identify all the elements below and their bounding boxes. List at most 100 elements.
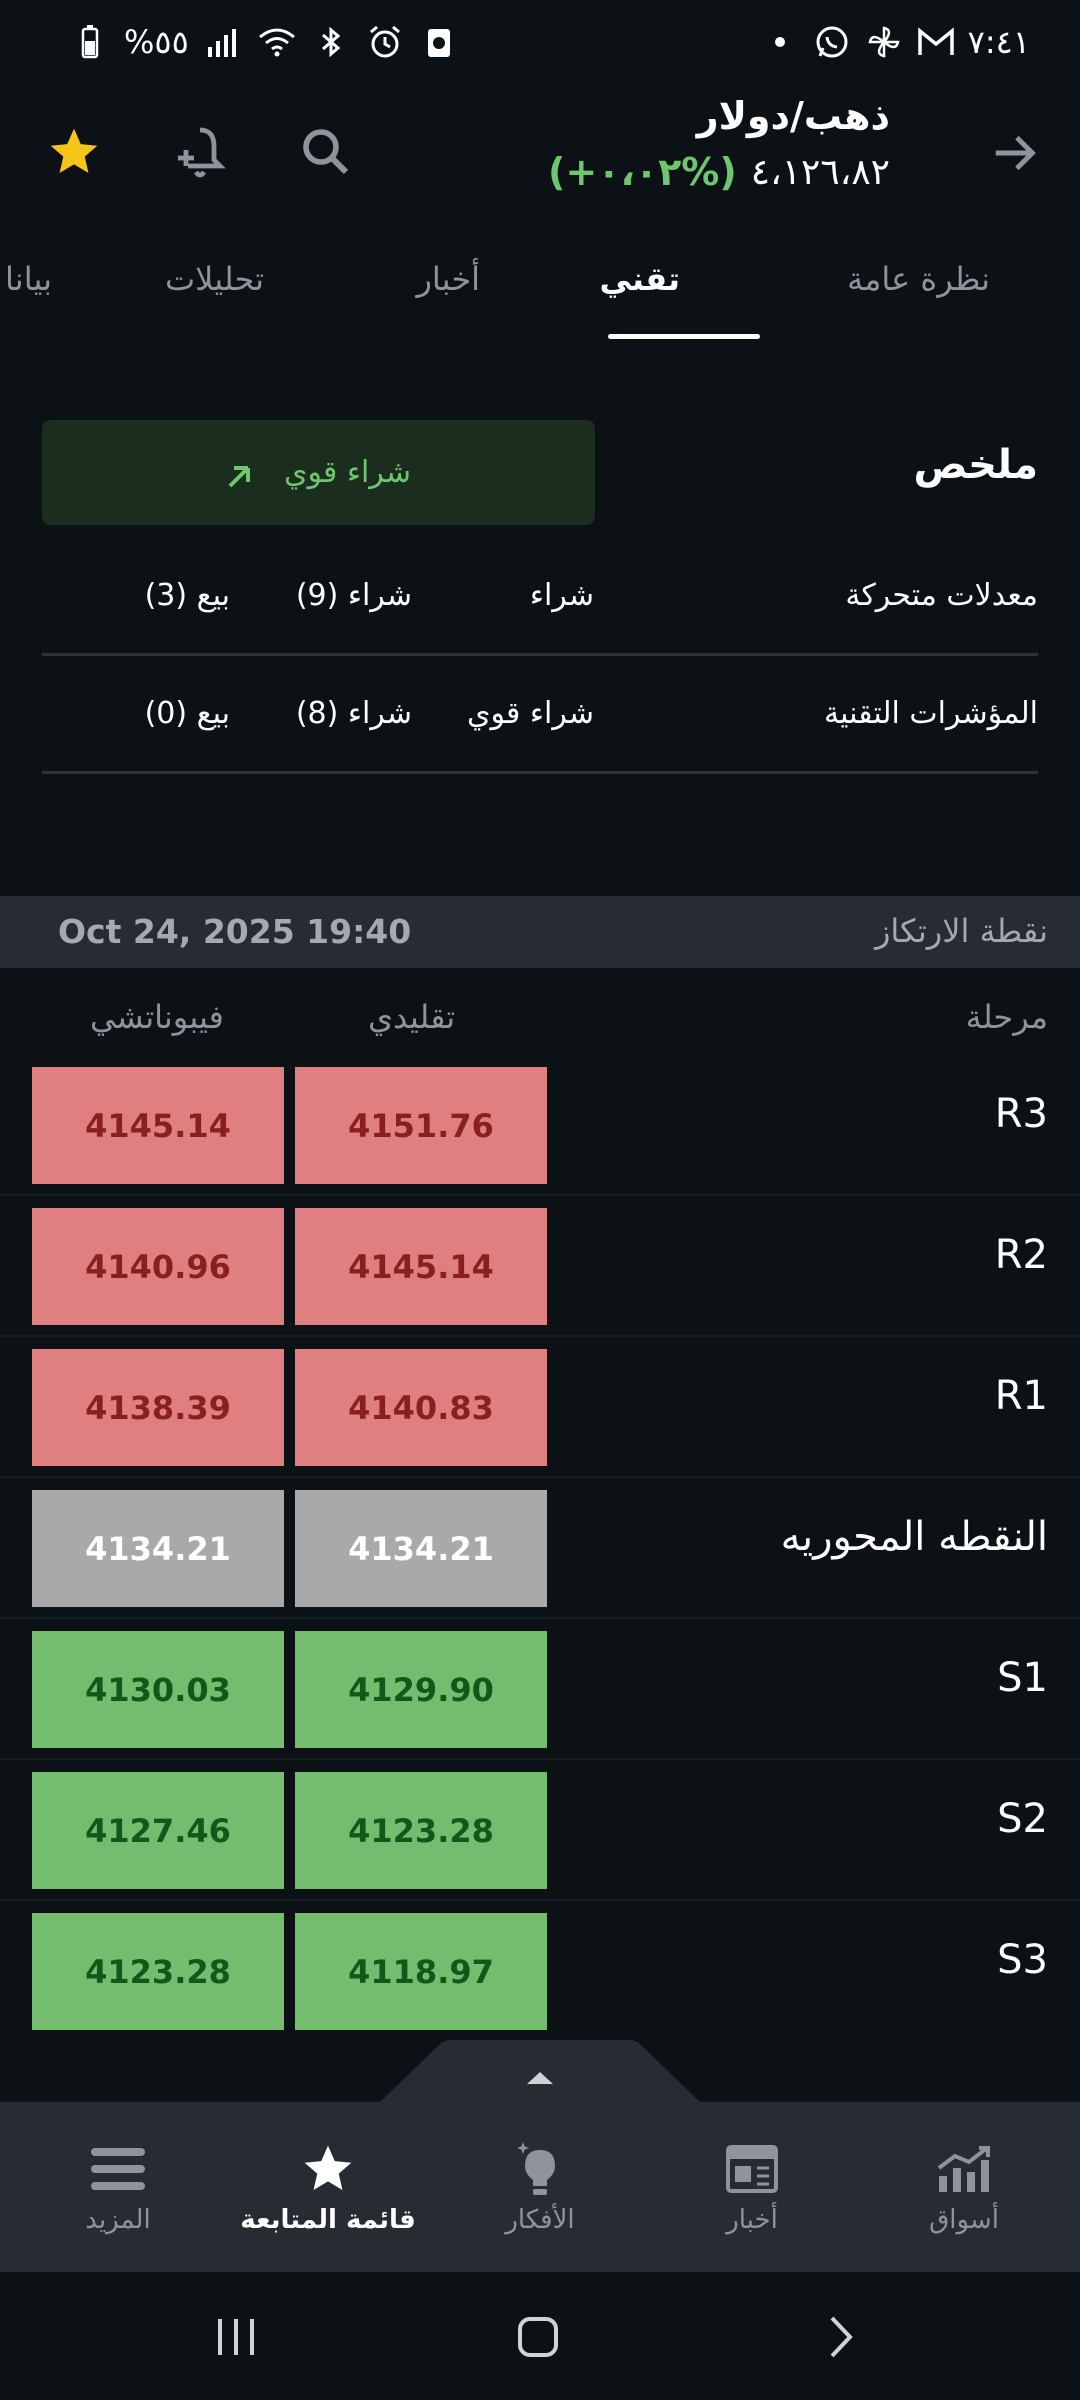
fibonacci-value: 4138.39 — [32, 1349, 284, 1466]
pivot-row-s2: S2 4123.28 4127.46 — [0, 1760, 1080, 1901]
nav-watchlist[interactable]: قائمة المتابعة — [220, 2102, 436, 2272]
status-time: ٧:٤١ — [967, 23, 1030, 61]
status-right: ٧:٤١ — [760, 22, 1030, 62]
classic-value: 4123.28 — [295, 1772, 547, 1889]
nav-news[interactable]: أخبار — [644, 2102, 860, 2272]
classic-value: 4145.14 — [295, 1208, 547, 1325]
chevron-up-icon — [380, 2040, 700, 2102]
pinwheel-icon — [864, 22, 904, 62]
add-alert-button[interactable] — [164, 116, 236, 188]
classic-value: 4151.76 — [295, 1067, 547, 1184]
summary-badge: شراء قوي — [42, 420, 595, 525]
status-bar: %٥٥ ٧:٤١ — [0, 0, 1080, 88]
chevron-right-icon — [830, 2316, 853, 2358]
nav-news-label: أخبار — [726, 2205, 778, 2235]
ma-sell-count: بيع (3) — [144, 578, 230, 613]
back-nav-button[interactable] — [800, 2302, 880, 2372]
ti-signal: شراء قوي — [467, 696, 594, 731]
ti-buy-count: شراء (8) — [295, 696, 412, 731]
trend-up-icon — [228, 465, 250, 487]
pivot-level: S3 — [997, 1937, 1048, 1983]
saver-icon — [419, 22, 459, 62]
col-level-header: مرحلة — [965, 998, 1048, 1036]
pivot-level: S1 — [997, 1655, 1048, 1701]
summary-badge-label: شراء قوي — [284, 455, 411, 490]
whatsapp-icon — [812, 22, 852, 62]
nav-ideas-label: الأفكار — [505, 2205, 575, 2235]
battery-percent: %٥٥ — [124, 23, 189, 61]
nav-ideas[interactable]: الأفكار — [432, 2102, 648, 2272]
search-icon — [303, 129, 349, 175]
active-tab-indicator — [608, 334, 760, 339]
bottom-nav: أسواق أخبار الأفكار قائمة المتابعة المزي… — [0, 2102, 1080, 2272]
tab-data[interactable]: بيانا — [5, 260, 52, 298]
classic-value: 4134.21 — [295, 1490, 547, 1607]
nav-more[interactable]: المزيد — [10, 2102, 226, 2272]
news-icon — [722, 2139, 782, 2199]
nav-markets-label: أسواق — [929, 2205, 999, 2235]
instrument-title: ذهب/دولار — [696, 94, 890, 138]
recents-button[interactable] — [196, 2302, 276, 2372]
tab-overview[interactable]: نظرة عامة — [847, 260, 990, 298]
fibonacci-value: 4123.28 — [32, 1913, 284, 2030]
wifi-icon — [257, 22, 297, 62]
nav-more-label: المزيد — [85, 2205, 151, 2235]
ideas-icon — [510, 2139, 570, 2199]
summary-title: ملخص — [913, 442, 1039, 488]
price-row: ٤،١٢٦،٨٢ (+٠،٠٢%) — [548, 150, 890, 194]
pivot-level: R1 — [994, 1373, 1048, 1419]
fibonacci-value: 4140.96 — [32, 1208, 284, 1325]
pivot-level: النقطه المحوريه — [780, 1514, 1048, 1560]
home-button[interactable] — [498, 2302, 578, 2372]
tab-news[interactable]: أخبار — [416, 260, 480, 298]
tab-technical[interactable]: تقني — [599, 260, 680, 298]
search-button[interactable] — [290, 116, 362, 188]
fibonacci-value: 4130.03 — [32, 1631, 284, 1748]
technical-indicators-row[interactable]: المؤشرات التقنية شراء قوي شراء (8) بيع (… — [42, 656, 1038, 774]
pivot-row-r3: R3 4151.76 4145.14 — [0, 1055, 1080, 1196]
pivot-level: R3 — [994, 1091, 1048, 1137]
signal-icon — [203, 22, 243, 62]
back-button[interactable] — [980, 118, 1050, 188]
ti-sell-count: بيع (0) — [144, 696, 230, 731]
fibonacci-value: 4127.46 — [32, 1772, 284, 1889]
nav-markets[interactable]: أسواق — [856, 2102, 1072, 2272]
ma-buy-count: شراء (9) — [295, 578, 412, 613]
classic-value: 4140.83 — [295, 1349, 547, 1466]
app-header: ذهب/دولار ٤،١٢٦،٨٢ (+٠،٠٢%) — [0, 88, 1080, 228]
fibonacci-value: 4134.21 — [32, 1490, 284, 1607]
add-bell-icon — [178, 127, 226, 178]
system-nav-bar — [0, 2272, 1080, 2400]
price-change: (+٠،٠٢%) — [548, 150, 737, 194]
battery-icon — [70, 22, 110, 62]
bluetooth-icon — [311, 22, 351, 62]
watchlist-star-button[interactable] — [38, 116, 110, 188]
col-fibonacci-header: فيبوناتشي — [90, 998, 224, 1036]
ma-name: معدلات متحركة — [845, 578, 1038, 613]
pivot-row-s3: S3 4118.97 4123.28 — [0, 1901, 1080, 2042]
home-icon — [518, 2317, 558, 2357]
ma-signal: شراء — [529, 578, 594, 613]
fibonacci-value: 4145.14 — [32, 1067, 284, 1184]
markets-icon — [934, 2139, 994, 2199]
classic-value: 4118.97 — [295, 1913, 547, 2030]
pivot-label: نقطة الارتكاز — [874, 912, 1048, 950]
pivot-level: R2 — [994, 1232, 1048, 1278]
moving-averages-row[interactable]: معدلات متحركة شراء شراء (9) بيع (3) — [42, 538, 1038, 656]
bottom-sheet-handle[interactable] — [380, 2040, 700, 2102]
pivot-date: Oct 24, 2025 19:40 — [58, 912, 412, 951]
pivot-row-pivot: النقطه المحوريه 4134.21 4134.21 — [0, 1478, 1080, 1619]
tab-bar: نظرة عامة تقني أخبار تحليلات بيانا — [0, 240, 1080, 340]
pivot-row-r2: R2 4145.14 4140.96 — [0, 1196, 1080, 1337]
nav-watchlist-label: قائمة المتابعة — [240, 2205, 416, 2235]
ti-name: المؤشرات التقنية — [823, 696, 1038, 731]
pivot-level: S2 — [997, 1796, 1048, 1842]
classic-value: 4129.90 — [295, 1631, 547, 1748]
recents-icon — [218, 2319, 254, 2355]
col-classic-header: تقليدي — [368, 998, 456, 1036]
tab-analysis[interactable]: تحليلات — [164, 260, 264, 298]
star-icon — [298, 2139, 358, 2199]
pivot-row-s1: S1 4129.90 4130.03 — [0, 1619, 1080, 1760]
status-left: %٥٥ — [70, 22, 459, 62]
instrument-info: ذهب/دولار ٤،١٢٦،٨٢ (+٠،٠٢%) — [548, 94, 890, 194]
